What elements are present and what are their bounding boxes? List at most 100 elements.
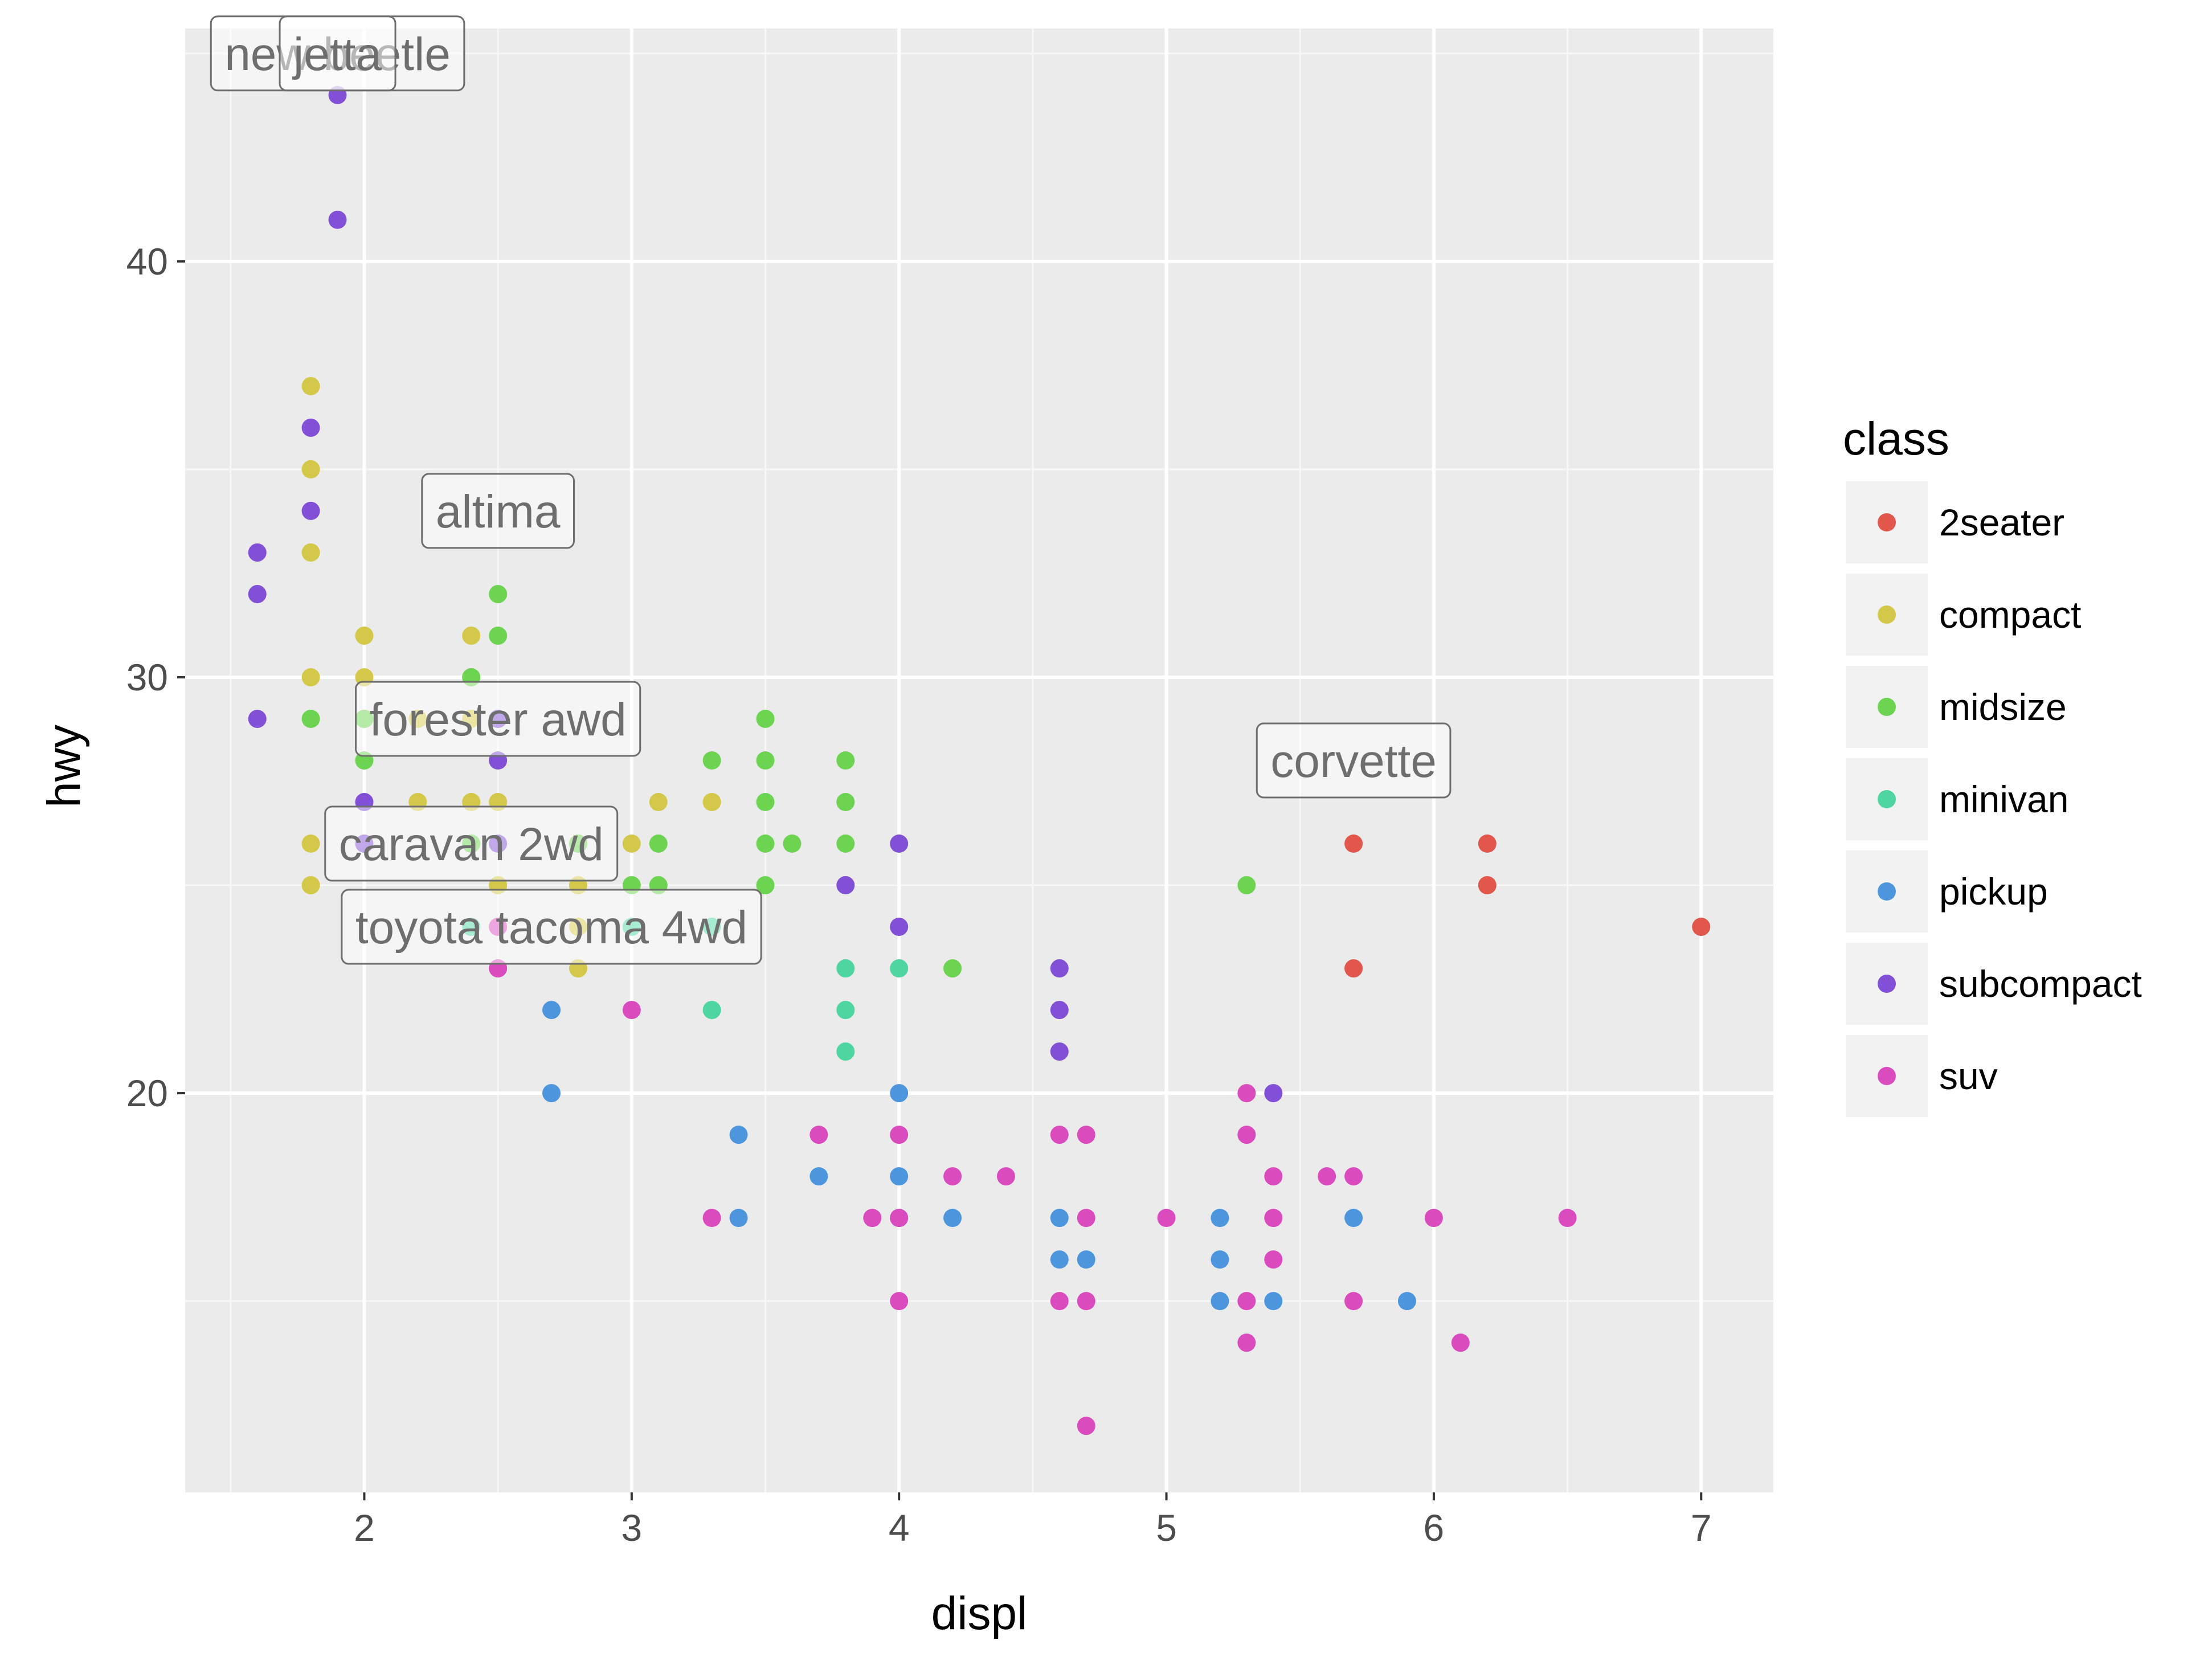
- point-pickup: [809, 1167, 828, 1186]
- point-subcompact: [301, 418, 320, 437]
- point-suv: [1237, 1333, 1256, 1352]
- label-annotations: new beetlejettaaltimaforester awdcaravan…: [210, 15, 1452, 965]
- point-suv: [1344, 1292, 1363, 1311]
- data-points: [248, 85, 1711, 1435]
- point-subcompact: [248, 709, 267, 728]
- point-2seater: [1344, 834, 1363, 853]
- point-compact: [301, 876, 320, 895]
- legend-label: subcompact: [1939, 963, 2142, 1005]
- point-minivan: [836, 959, 855, 978]
- x-tick-label: 4: [889, 1507, 910, 1549]
- annotation-text: jetta: [292, 28, 382, 80]
- point-subcompact: [301, 501, 320, 520]
- point-suv: [1424, 1209, 1443, 1228]
- point-compact: [301, 377, 320, 395]
- point-pickup: [890, 1084, 909, 1103]
- point-suv: [1264, 1167, 1283, 1186]
- point-suv: [1077, 1292, 1095, 1311]
- point-midsize: [756, 876, 775, 895]
- point-suv: [1558, 1209, 1577, 1228]
- legend-item-2seater: 2seater: [1846, 481, 2064, 563]
- legend-key-point: [1878, 698, 1896, 716]
- legend-key-point: [1878, 1067, 1896, 1085]
- point-pickup: [1344, 1209, 1363, 1228]
- point-suv: [890, 1292, 909, 1311]
- annotation-label: forester awd: [355, 681, 641, 757]
- point-suv: [1050, 1126, 1069, 1144]
- y-axis-title: hwy: [38, 725, 90, 808]
- point-pickup: [542, 1084, 561, 1103]
- major-gridlines: [185, 28, 1773, 1492]
- point-subcompact: [1264, 1084, 1283, 1103]
- point-subcompact: [248, 543, 267, 562]
- point-subcompact: [1050, 1001, 1069, 1020]
- legend-label: 2seater: [1939, 501, 2064, 543]
- point-midsize: [943, 959, 962, 978]
- point-compact: [702, 793, 721, 812]
- point-pickup: [943, 1209, 962, 1228]
- legend-key-point: [1878, 975, 1896, 993]
- point-subcompact: [248, 584, 267, 603]
- point-pickup: [729, 1126, 748, 1144]
- point-midsize: [836, 834, 855, 853]
- legend-item-suv: suv: [1846, 1035, 1998, 1117]
- point-suv: [890, 1126, 909, 1144]
- point-pickup: [1077, 1250, 1095, 1269]
- x-tick-label: 5: [1156, 1507, 1177, 1549]
- point-midsize: [756, 751, 775, 770]
- legend-keys: 2seater compact midsize minivan pickup subcom…: [1846, 481, 2142, 1117]
- point-subcompact: [890, 918, 909, 936]
- point-midsize: [1237, 876, 1256, 895]
- annotation-label: toyota tacoma 4wd: [341, 889, 762, 965]
- x-tick-label: 3: [621, 1507, 642, 1549]
- annotation-label: caravan 2wd: [324, 805, 619, 882]
- point-minivan: [836, 1042, 855, 1061]
- legend-label: pickup: [1939, 870, 2048, 913]
- legend-key-point: [1878, 513, 1896, 531]
- point-midsize: [702, 751, 721, 770]
- point-suv: [1344, 1167, 1363, 1186]
- point-suv: [1157, 1209, 1176, 1228]
- point-2seater: [1478, 834, 1497, 853]
- point-suv: [1264, 1250, 1283, 1269]
- legend-label: midsize: [1939, 686, 2067, 728]
- point-suv: [1237, 1084, 1256, 1103]
- point-pickup: [1211, 1209, 1229, 1228]
- point-midsize: [756, 709, 775, 728]
- point-pickup: [1050, 1209, 1069, 1228]
- point-midsize: [301, 709, 320, 728]
- point-suv: [996, 1167, 1015, 1186]
- point-pickup: [542, 1001, 561, 1020]
- x-tick-label: 6: [1424, 1507, 1445, 1549]
- legend: class 2seater compact midsize minivan pickup…: [1843, 413, 2142, 1117]
- point-compact: [649, 793, 668, 812]
- point-2seater: [1344, 959, 1363, 978]
- point-midsize: [783, 834, 802, 853]
- legend-item-midsize: midsize: [1846, 666, 2067, 748]
- point-suv: [1264, 1209, 1283, 1228]
- legend-label: suv: [1939, 1055, 1998, 1097]
- point-subcompact: [890, 834, 909, 853]
- point-suv: [1077, 1126, 1095, 1144]
- annotation-box: [1256, 722, 1452, 799]
- annotation-label: jetta: [279, 15, 396, 92]
- panel-background: [185, 28, 1773, 1492]
- point-pickup: [1211, 1292, 1229, 1311]
- point-pickup: [1050, 1250, 1069, 1269]
- annotation-text: altima: [436, 486, 561, 538]
- point-pickup: [1211, 1250, 1229, 1269]
- point-midsize: [836, 751, 855, 770]
- point-compact: [301, 834, 320, 853]
- annotation-text: toyota tacoma 4wd: [355, 902, 747, 954]
- y-tick-label: 30: [126, 656, 168, 698]
- x-tick-label: 2: [354, 1507, 375, 1549]
- point-midsize: [836, 793, 855, 812]
- point-minivan: [702, 1001, 721, 1020]
- point-subcompact: [1050, 959, 1069, 978]
- annotation-box: [279, 15, 396, 92]
- legend-key-point: [1878, 790, 1896, 808]
- annotation-box: [324, 805, 619, 882]
- annotation-box: [355, 681, 641, 757]
- point-minivan: [836, 1001, 855, 1020]
- point-suv: [1237, 1292, 1256, 1311]
